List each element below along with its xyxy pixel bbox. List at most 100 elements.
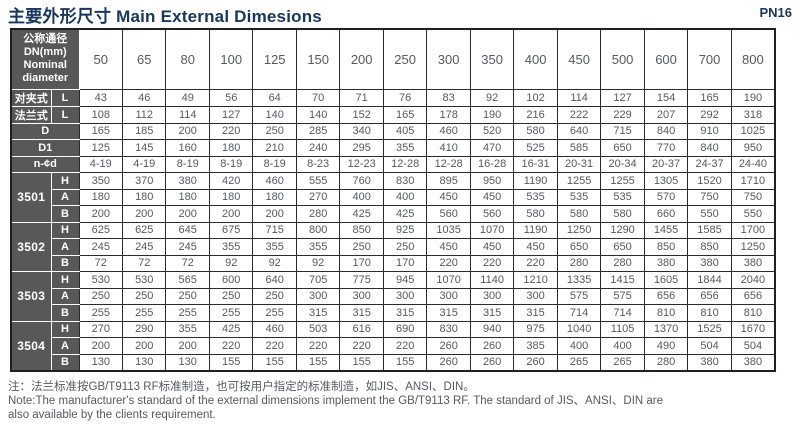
- value-cell: 265: [556, 353, 602, 371]
- value-cell: 550: [687, 205, 732, 223]
- value-cell: 675: [208, 221, 254, 239]
- value-cell: 616: [339, 320, 384, 338]
- value-cell: 8-19: [165, 155, 210, 173]
- value-cell: 20-37: [643, 155, 689, 173]
- value-cell: 580: [600, 205, 645, 223]
- value-cell: 355: [165, 320, 210, 338]
- value-cell: 520: [469, 122, 515, 140]
- value-cell: 180: [208, 139, 254, 157]
- value-cell: 656: [643, 287, 689, 305]
- value-cell: 656: [730, 287, 776, 305]
- value-cell: 190: [730, 88, 776, 107]
- value-cell: 565: [165, 271, 210, 289]
- value-cell: 355: [295, 238, 341, 256]
- value-cell: 380: [730, 353, 776, 371]
- value-cell: 200: [78, 337, 124, 355]
- dn-header-cell: 65: [121, 28, 167, 90]
- header-row: 公称通径 DN(mm) Nominal diameter 50 65 80 100 125 150…: [10, 28, 776, 90]
- dn-header-cell: 150: [295, 28, 341, 90]
- table-row: 3502 H 625 625 645 675 715 800 850 925 1035 1070 119…: [10, 221, 776, 272]
- value-cell: 190: [469, 105, 515, 124]
- dn-header-cell: 100: [208, 28, 254, 90]
- value-cell: 76: [382, 88, 428, 107]
- value-cell: 280: [556, 254, 602, 272]
- value-cell: 910: [687, 122, 732, 140]
- dn-header-cell: 450: [556, 28, 602, 90]
- value-cell: 292: [687, 105, 732, 124]
- value-cell: 71: [339, 88, 384, 107]
- dn-header-cell: 400: [513, 28, 558, 90]
- value-cell: 20-31: [556, 155, 602, 173]
- corner-header-cell: 公称通径 DN(mm) Nominal diameter: [10, 28, 80, 90]
- table-row: 法兰式 L 108 112 114 127 140 140 152 165 178 190 216 222…: [10, 105, 776, 124]
- value-cell: 315: [426, 304, 471, 322]
- value-cell: 1190: [513, 221, 558, 239]
- value-cell: 1035: [426, 221, 471, 239]
- row-label-cell: 对夹式: [10, 88, 52, 107]
- value-cell: 165: [78, 122, 124, 140]
- value-cell: 490: [643, 337, 689, 355]
- value-cell: 580: [513, 205, 558, 223]
- value-cell: 560: [426, 205, 471, 223]
- value-cell: 222: [556, 105, 602, 124]
- value-cell: 1070: [469, 221, 515, 239]
- value-cell: 250: [121, 287, 167, 305]
- value-cell: 940: [469, 320, 515, 338]
- sub-label-cell: A: [50, 337, 80, 355]
- value-cell: 180: [252, 188, 297, 206]
- dn-header-cell: 250: [382, 28, 428, 90]
- value-cell: 400: [339, 188, 384, 206]
- sub-label-cell: A: [50, 188, 80, 206]
- value-cell: 155: [208, 353, 254, 371]
- value-cell: 250: [252, 122, 297, 140]
- value-cell: 575: [600, 287, 645, 305]
- value-cell: 140: [252, 105, 297, 124]
- value-cell: 145: [121, 139, 167, 157]
- value-cell: 12-28: [426, 155, 471, 173]
- value-cell: 220: [339, 337, 384, 355]
- footnote-chinese: 注：法兰标准按GB/T9113 RF标准制造，也可按用户指定的标准制造，如JIS…: [8, 381, 475, 393]
- value-cell: 425: [208, 320, 254, 338]
- value-cell: 200: [121, 205, 167, 223]
- value-cell: 925: [382, 221, 428, 239]
- value-cell: 1605: [643, 271, 689, 289]
- value-cell: 504: [687, 337, 732, 355]
- dn-header-cell: 700: [687, 28, 732, 90]
- value-cell: 380: [643, 254, 689, 272]
- value-cell: 155: [382, 353, 428, 371]
- value-cell: 625: [121, 221, 167, 239]
- value-cell: 750: [687, 188, 732, 206]
- value-cell: 975: [513, 320, 558, 338]
- corner-header-line: diameter: [22, 72, 69, 85]
- value-cell: 1455: [643, 221, 689, 239]
- value-cell: 64: [252, 88, 297, 107]
- value-cell: 405: [382, 122, 428, 140]
- value-cell: 200: [252, 205, 297, 223]
- table-row: B 255 255 255 255 255 315 315 315 315 315 315 714 714…: [11, 304, 776, 322]
- value-cell: 350: [78, 172, 124, 190]
- value-cell: 114: [165, 105, 210, 124]
- value-cell: 1525: [687, 320, 732, 338]
- value-cell: 315: [382, 304, 428, 322]
- value-cell: 714: [556, 304, 602, 322]
- value-cell: 49: [165, 88, 210, 107]
- dn-header-cell: 500: [600, 28, 645, 90]
- value-cell: 550: [730, 205, 776, 223]
- value-cell: 207: [643, 105, 689, 124]
- value-cell: 24-40: [730, 155, 776, 173]
- value-cell: 400: [600, 337, 645, 355]
- value-cell: 12-23: [339, 155, 384, 173]
- value-cell: 1415: [600, 271, 645, 289]
- value-cell: 152: [339, 105, 384, 124]
- value-cell: 130: [78, 353, 124, 371]
- value-cell: 503: [295, 320, 341, 338]
- value-cell: 580: [556, 205, 602, 223]
- value-cell: 380: [687, 353, 732, 371]
- value-cell: 645: [165, 221, 210, 239]
- value-cell: 1335: [556, 271, 602, 289]
- dn-header-cell: 50: [78, 28, 124, 90]
- value-cell: 460: [252, 172, 297, 190]
- value-cell: 370: [121, 172, 167, 190]
- value-cell: 56: [208, 88, 254, 107]
- value-cell: 355: [252, 238, 297, 256]
